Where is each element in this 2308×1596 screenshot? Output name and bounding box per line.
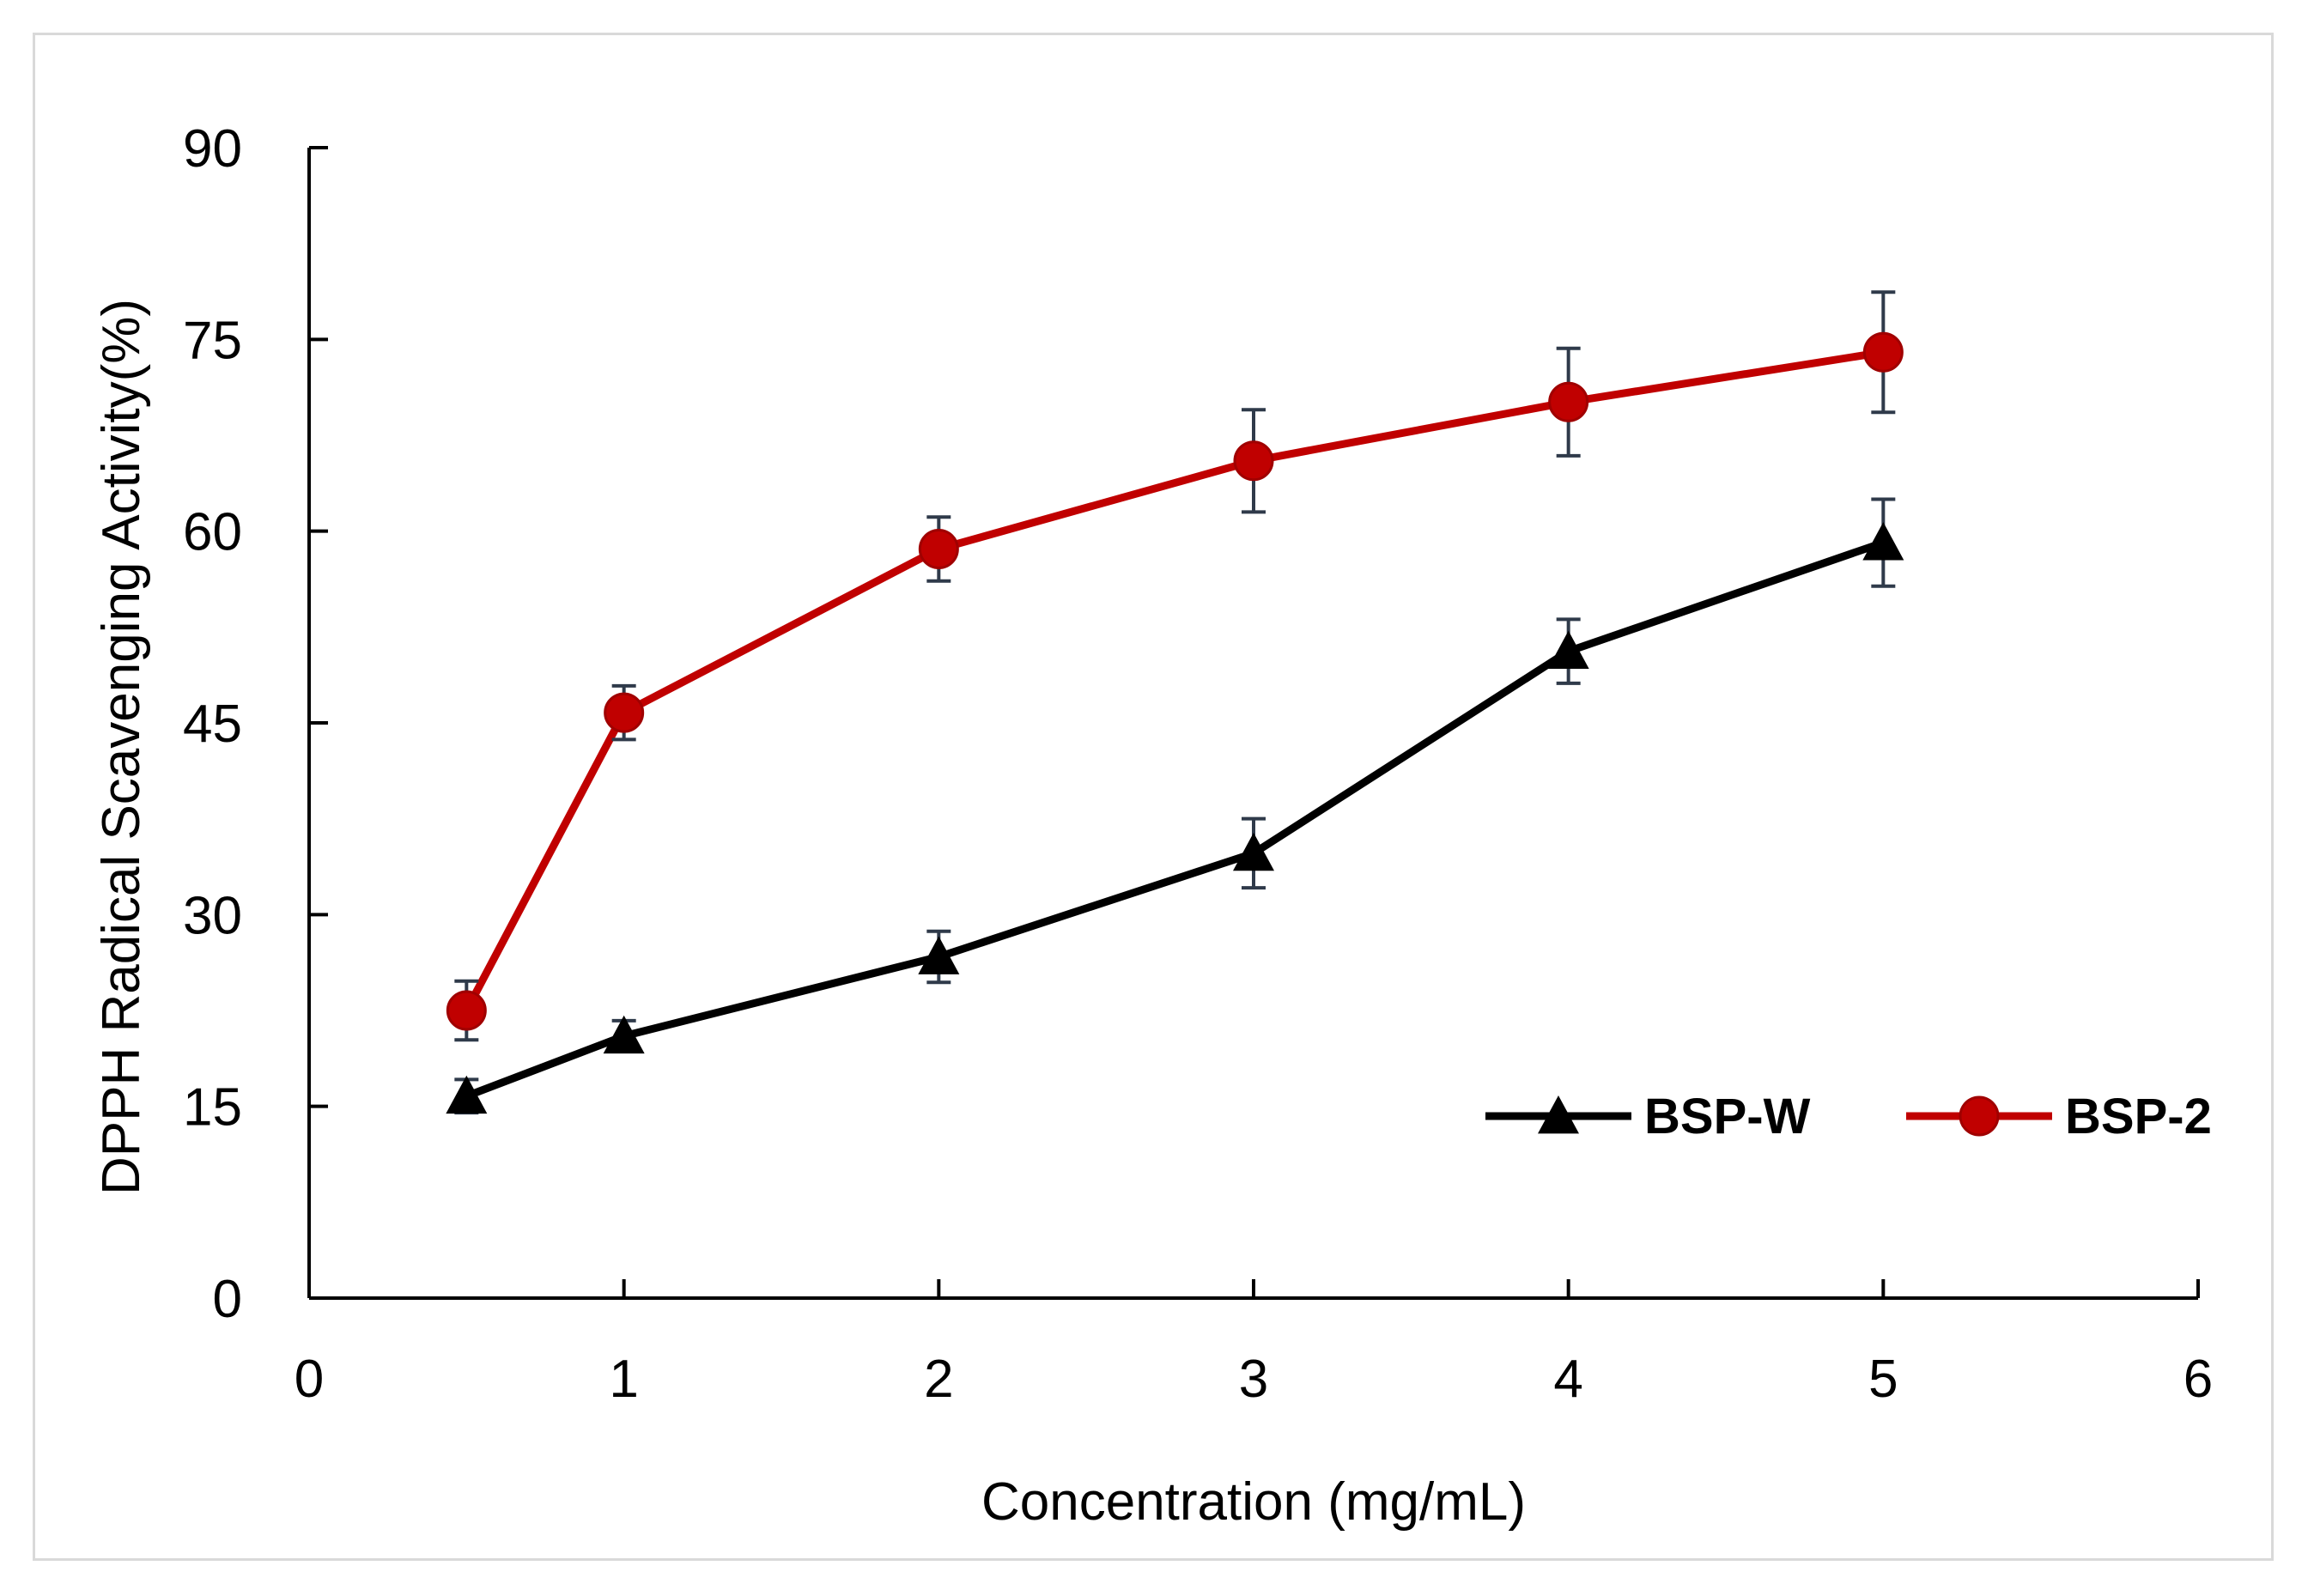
x-tick-label: 6 — [2183, 1350, 2213, 1409]
data-point-bsp-2 — [918, 529, 959, 570]
x-tick-label: 3 — [1239, 1350, 1268, 1409]
legend-marker — [1959, 1095, 2000, 1137]
legend-label: BSP-2 — [2065, 1089, 2212, 1144]
data-point-bsp-w — [446, 1075, 488, 1114]
data-point-bsp-w — [1233, 832, 1274, 871]
series-bsp-2 — [446, 290, 1904, 1042]
series-line-bsp-w — [465, 538, 1885, 1100]
legend-marker — [1538, 1095, 1579, 1134]
y-tick-label: 15 — [183, 1078, 242, 1138]
data-point-bsp-2 — [1862, 331, 1904, 373]
y-tick-label: 75 — [183, 311, 242, 370]
legend: BSP-W BSP-2 — [1485, 1089, 2212, 1144]
legend-label: BSP-W — [1644, 1089, 1811, 1144]
legend-item-bsp-w: BSP-W — [1485, 1089, 1811, 1144]
y-tick-label: 45 — [183, 695, 242, 754]
y-tick-label: 0 — [213, 1270, 242, 1329]
y-tick-label: 90 — [183, 119, 242, 179]
series-bsp-w — [446, 497, 1904, 1115]
data-point-bsp-2 — [446, 990, 487, 1031]
data-point-bsp-w — [603, 1015, 645, 1054]
x-tick-label: 5 — [1868, 1350, 1898, 1409]
y-tick-label: 60 — [183, 503, 242, 562]
y-axis-title: DPPH Radical Scavenging Activity(%) — [92, 299, 151, 1195]
x-tick-label: 0 — [295, 1350, 324, 1409]
x-tick-label: 1 — [609, 1350, 638, 1409]
data-point-bsp-w — [918, 936, 960, 974]
x-tick-label: 4 — [1553, 1350, 1582, 1409]
data-point-bsp-2 — [604, 692, 645, 733]
series-layer — [446, 290, 1904, 1115]
chart-frame — [33, 33, 2274, 1561]
data-point-bsp-2 — [1548, 381, 1589, 422]
data-point-bsp-2 — [1233, 440, 1274, 482]
y-tick-label: 30 — [183, 886, 242, 945]
data-point-bsp-w — [1862, 522, 1904, 561]
x-tick-label: 2 — [924, 1350, 953, 1409]
legend-item-bsp-2: BSP-2 — [1906, 1089, 2212, 1144]
series-line-bsp-2 — [463, 348, 1885, 1013]
x-axis-title: Concentration (mg/mL) — [981, 1472, 1526, 1532]
data-point-bsp-w — [1547, 630, 1589, 670]
